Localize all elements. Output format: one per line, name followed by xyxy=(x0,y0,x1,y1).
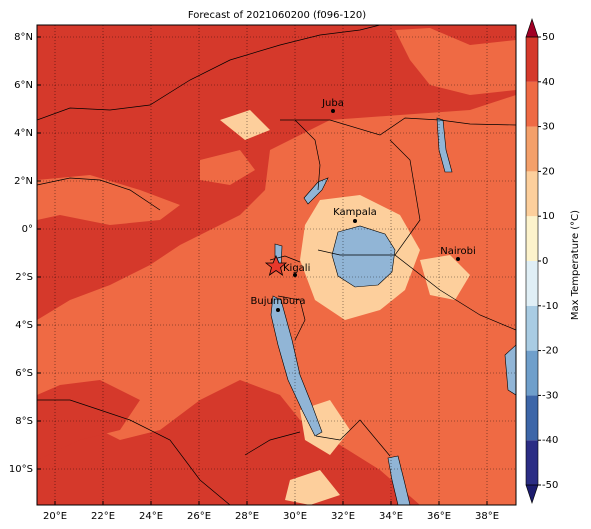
colorbar-band xyxy=(526,305,538,351)
x-tick-label: 32°E xyxy=(331,511,355,522)
x-tick-label: 22°E xyxy=(91,511,115,522)
location-star xyxy=(264,254,288,276)
x-tick-label: 30°E xyxy=(283,511,307,522)
colorbar-tick-label: 20 xyxy=(542,166,555,177)
colorbar-tick-label: -30 xyxy=(542,390,558,401)
city-marker xyxy=(456,257,460,261)
title: Forecast of 2021060200 (f096-120) xyxy=(188,10,366,21)
y-tick-label: 6°N xyxy=(14,80,33,91)
y-tick-label: 4°N xyxy=(14,128,33,139)
city-marker xyxy=(353,219,357,223)
city-marker xyxy=(331,109,335,113)
city-marker xyxy=(293,273,297,277)
colorbar-band xyxy=(526,37,538,82)
y-tick-label: 8°N xyxy=(14,32,33,43)
colorbar-extend-low xyxy=(525,484,539,504)
colorbar-band xyxy=(526,171,538,217)
colorbar-tick-label: -50 xyxy=(542,480,558,491)
colorbar-tick-label: 30 xyxy=(542,122,555,133)
y-tick-label: 0° xyxy=(22,224,33,235)
colorbar-tick-label: -10 xyxy=(542,301,558,312)
map-frame xyxy=(36,24,517,506)
colorbar-tick-label: 10 xyxy=(542,211,555,222)
colorbar-band xyxy=(526,395,538,441)
colorbar-tick-label: -20 xyxy=(542,346,558,357)
colorbar-tick-label: 0 xyxy=(542,256,548,267)
y-tick-label: 2°N xyxy=(14,176,33,187)
y-tick-label: 4°S xyxy=(15,320,33,331)
city-marker xyxy=(276,308,280,312)
city-label: Bujumbura xyxy=(251,296,306,307)
colorbar-band xyxy=(526,216,538,261)
city-label: Juba xyxy=(321,98,344,109)
y-tick-label: 8°S xyxy=(15,416,33,427)
colorbar-band xyxy=(526,350,538,396)
x-tick-label: 24°E xyxy=(139,511,163,522)
city-label: Kigali xyxy=(283,263,310,274)
x-tick-label: 38°E xyxy=(475,511,499,522)
colorbar-tick-label: 40 xyxy=(542,77,555,88)
colorbar-label: Max Temperature (°C) xyxy=(570,210,581,320)
x-tick-label: 36°E xyxy=(427,511,451,522)
colorbar-band xyxy=(526,126,538,172)
colorbar-band xyxy=(526,261,538,306)
colorbar-band xyxy=(526,440,538,485)
city-label: Nairobi xyxy=(440,246,476,257)
x-tick-label: 28°E xyxy=(235,511,259,522)
colorbar: -50 -40 -30 -20 -10 0 10 20 30 40 50 xyxy=(525,18,558,504)
colorbar-extend-high xyxy=(525,18,539,38)
x-tick-label: 26°E xyxy=(187,511,211,522)
y-tick-label: 10°S xyxy=(9,464,33,475)
x-tick-label: 20°E xyxy=(43,511,67,522)
y-tick-label: 6°S xyxy=(15,368,33,379)
y-tick-label: 2°S xyxy=(15,272,33,283)
x-tick-label: 34°E xyxy=(379,511,403,522)
city-label: Kampala xyxy=(333,207,377,218)
temperature-field xyxy=(37,25,516,505)
colorbar-tick-label: -40 xyxy=(542,435,558,446)
colorbar-band xyxy=(526,81,538,127)
colorbar-tick-label: 50 xyxy=(542,32,555,43)
